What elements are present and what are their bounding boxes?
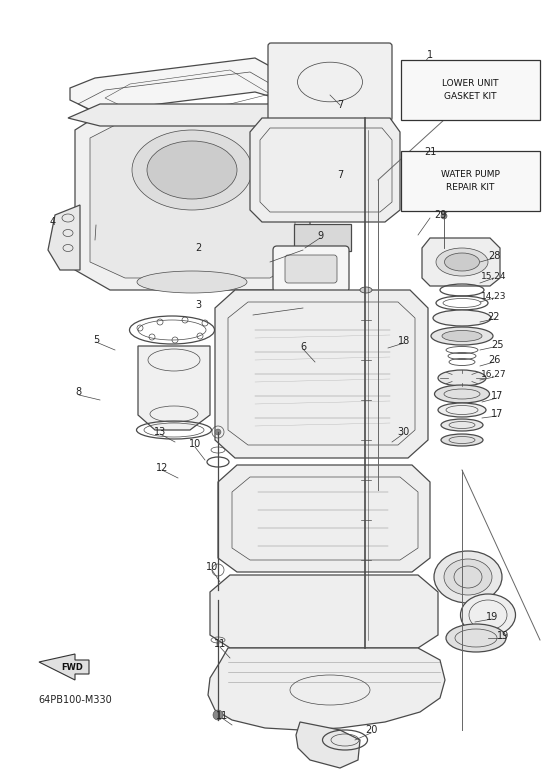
- Text: 2: 2: [195, 243, 201, 253]
- Ellipse shape: [446, 624, 506, 652]
- Ellipse shape: [442, 331, 482, 342]
- Text: 19: 19: [497, 631, 509, 641]
- Polygon shape: [422, 238, 500, 286]
- Text: 8: 8: [75, 387, 81, 397]
- Ellipse shape: [132, 130, 252, 210]
- Text: 17: 17: [491, 409, 503, 419]
- Text: 6: 6: [300, 342, 306, 352]
- Polygon shape: [208, 648, 445, 730]
- Text: WATER PUMP
REPAIR KIT: WATER PUMP REPAIR KIT: [441, 170, 500, 192]
- Text: 1: 1: [427, 50, 433, 60]
- Text: 28: 28: [488, 251, 500, 261]
- Ellipse shape: [431, 327, 493, 345]
- Text: 12: 12: [156, 463, 168, 473]
- Text: 7: 7: [337, 100, 343, 110]
- Text: 20: 20: [365, 725, 377, 735]
- Ellipse shape: [436, 248, 488, 276]
- Ellipse shape: [438, 370, 486, 386]
- Ellipse shape: [444, 559, 492, 595]
- Text: 30: 30: [397, 427, 409, 437]
- Text: 10: 10: [206, 562, 218, 572]
- Ellipse shape: [360, 287, 372, 293]
- Polygon shape: [218, 465, 430, 572]
- Polygon shape: [138, 346, 210, 430]
- FancyBboxPatch shape: [294, 224, 351, 251]
- FancyBboxPatch shape: [273, 246, 349, 292]
- Polygon shape: [210, 575, 438, 648]
- Polygon shape: [250, 118, 400, 222]
- Text: 29: 29: [434, 210, 446, 220]
- Ellipse shape: [435, 385, 489, 403]
- Circle shape: [215, 429, 221, 435]
- FancyBboxPatch shape: [268, 43, 392, 121]
- Ellipse shape: [438, 403, 486, 417]
- Polygon shape: [75, 108, 310, 290]
- Text: 19: 19: [486, 612, 498, 622]
- Text: 4: 4: [50, 217, 56, 227]
- Polygon shape: [70, 58, 310, 112]
- Circle shape: [441, 213, 447, 219]
- Text: 17: 17: [491, 391, 503, 401]
- Text: 25: 25: [491, 340, 503, 350]
- FancyBboxPatch shape: [401, 60, 540, 120]
- Text: 13: 13: [154, 427, 166, 437]
- Ellipse shape: [441, 434, 483, 446]
- Text: 7: 7: [337, 170, 343, 180]
- Text: 64PB100-M330: 64PB100-M330: [38, 695, 112, 705]
- Polygon shape: [215, 290, 428, 458]
- Text: 21: 21: [424, 147, 436, 157]
- Circle shape: [213, 710, 223, 720]
- Ellipse shape: [137, 271, 247, 293]
- Text: LOWER UNIT
GASKET KIT: LOWER UNIT GASKET KIT: [442, 80, 499, 100]
- Text: 9: 9: [317, 231, 323, 241]
- Polygon shape: [68, 104, 312, 126]
- Polygon shape: [296, 722, 360, 768]
- Text: 26: 26: [488, 355, 500, 365]
- Ellipse shape: [441, 419, 483, 431]
- Polygon shape: [90, 120, 295, 278]
- Ellipse shape: [147, 141, 237, 199]
- Ellipse shape: [460, 594, 516, 636]
- Ellipse shape: [433, 310, 491, 326]
- Text: 3: 3: [195, 300, 201, 310]
- FancyBboxPatch shape: [285, 255, 337, 283]
- FancyBboxPatch shape: [265, 124, 386, 200]
- Ellipse shape: [445, 253, 479, 271]
- Text: 22: 22: [488, 312, 500, 322]
- Text: FWD: FWD: [61, 662, 83, 672]
- Text: 16,27: 16,27: [481, 370, 507, 380]
- Text: 18: 18: [398, 336, 410, 346]
- FancyBboxPatch shape: [401, 151, 540, 211]
- Ellipse shape: [434, 551, 502, 603]
- Text: 5: 5: [93, 335, 99, 345]
- Text: 14,23: 14,23: [481, 291, 507, 301]
- Text: 10: 10: [189, 439, 201, 449]
- Text: 11: 11: [216, 711, 228, 721]
- Text: 11: 11: [214, 639, 226, 649]
- Polygon shape: [48, 205, 80, 270]
- Polygon shape: [39, 654, 89, 680]
- Text: 15,24: 15,24: [481, 271, 507, 281]
